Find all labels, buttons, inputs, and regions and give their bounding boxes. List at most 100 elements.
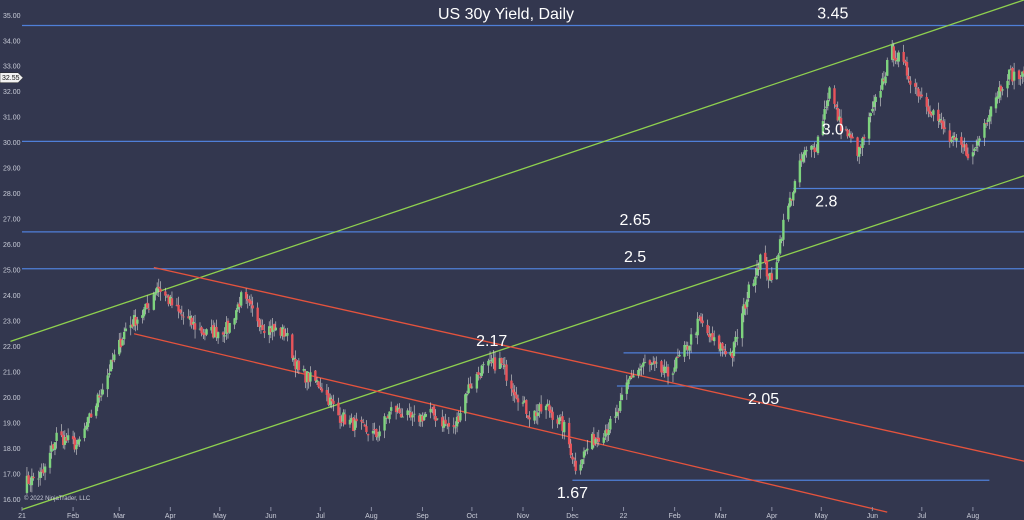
candle-body (834, 104, 838, 107)
candle-body (389, 407, 393, 411)
candle-body (526, 415, 530, 418)
candle-body (385, 418, 388, 419)
candle-body (999, 85, 1003, 92)
channel-line (10, 0, 1024, 343)
candle-body (271, 325, 274, 333)
candle-body (193, 323, 197, 330)
candle-body (136, 319, 139, 324)
level-label: 2.5 (624, 249, 646, 266)
candle-body (78, 439, 81, 442)
candle-body (523, 400, 526, 403)
x-tick-label: May (213, 513, 227, 520)
candle-body (722, 348, 726, 351)
y-tick-label: 16.00 (3, 497, 21, 504)
x-tick-label: Jun (867, 513, 878, 520)
candle-body (823, 109, 826, 120)
x-tick-label: Feb (67, 513, 79, 520)
candle-body (673, 367, 676, 372)
candle-body (625, 382, 629, 394)
candle-body (94, 405, 98, 416)
candle-body (99, 395, 103, 397)
candle-body (30, 476, 34, 486)
candle-body (350, 417, 353, 422)
candle-body (261, 324, 264, 331)
x-tick-label: 22 (620, 513, 628, 520)
y-tick-label: 17.00 (3, 471, 21, 478)
candle-body (788, 197, 792, 207)
candle-body (106, 375, 109, 390)
candle-body (886, 59, 889, 76)
candle-body (459, 413, 462, 421)
candle-body (411, 415, 414, 418)
candle-body (109, 359, 113, 372)
candle-body (678, 354, 681, 357)
candle-body (314, 370, 317, 381)
candle-body (632, 375, 635, 378)
candle-body (989, 106, 993, 117)
candle-body (477, 372, 480, 375)
candle-body (25, 475, 29, 493)
candle-body (464, 394, 467, 414)
candle-body (1012, 71, 1016, 81)
candle-body (121, 340, 124, 346)
x-tick-label: Jun (265, 513, 276, 520)
candle-body (340, 421, 343, 423)
candle-body (215, 326, 218, 338)
candle-body (304, 370, 307, 383)
level-label: 2.05 (748, 391, 779, 408)
candle-body (436, 418, 439, 420)
candle-body (859, 146, 863, 148)
candle-body (801, 154, 805, 162)
candle-body (839, 117, 843, 132)
candle-body (950, 139, 953, 142)
candle-body (429, 408, 432, 413)
candle-body (441, 417, 444, 427)
candle-body (111, 360, 114, 362)
candle-body (602, 437, 605, 443)
candle-body (539, 404, 543, 412)
candle-body (961, 144, 965, 148)
candle-body (698, 316, 701, 318)
candle-body (892, 46, 896, 60)
candle-body (973, 148, 976, 152)
candle-body (943, 127, 947, 129)
candle-body (236, 304, 240, 310)
candle-body (890, 44, 894, 60)
candle-body (179, 309, 182, 313)
y-tick-label: 22.00 (3, 344, 21, 351)
candle-body (83, 428, 86, 438)
candle-body (221, 332, 225, 335)
candle-body (187, 316, 190, 319)
candle-body (502, 364, 505, 365)
last-price-badge-shape (0, 72, 24, 83)
candle-body (719, 344, 722, 351)
candle-body (203, 333, 207, 336)
candle-body (1001, 89, 1004, 91)
candle-body (96, 394, 100, 408)
y-tick-label: 21.00 (3, 369, 21, 376)
candle-body (129, 325, 132, 328)
candle-body (857, 146, 861, 157)
candle-body (71, 436, 75, 440)
candle-body (846, 129, 849, 137)
candle-body (338, 415, 342, 423)
candle-body (43, 466, 47, 473)
candle-body (213, 327, 217, 338)
candle-body (567, 422, 571, 445)
candle-body (134, 316, 137, 326)
candle-body (907, 76, 910, 80)
candle-body (470, 386, 474, 388)
candle-body (216, 332, 220, 339)
candle-body (228, 322, 231, 333)
candle-body (386, 416, 390, 419)
candle-body (836, 108, 839, 121)
candle-body (167, 295, 170, 305)
candle-body (769, 272, 772, 281)
x-tick-label: Apr (766, 513, 778, 520)
candle-body (544, 405, 548, 411)
candle-body (971, 152, 975, 157)
candle-body (736, 337, 739, 339)
candle-body (337, 402, 340, 416)
candle-body (343, 414, 347, 425)
candle-body (546, 403, 549, 407)
